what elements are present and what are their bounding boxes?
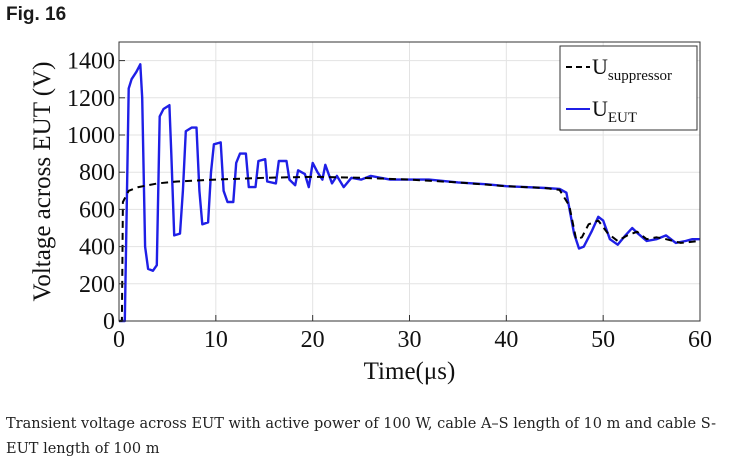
y-tick-label: 1000 (67, 123, 115, 149)
x-tick-label: 0 (113, 327, 125, 353)
x-tick-label: 30 (398, 327, 422, 353)
y-tick-label: 600 (79, 197, 115, 223)
x-tick-label: 20 (301, 327, 325, 353)
y-tick-label: 400 (79, 235, 115, 261)
y-tick-label: 1400 (67, 49, 115, 75)
y-tick-label: 0 (103, 309, 115, 335)
series-layer (119, 63, 701, 323)
x-tick-label: 50 (591, 327, 615, 353)
legend-box (559, 45, 698, 131)
y-tick-label: 1200 (67, 86, 115, 112)
figure-caption: Transient voltage across EUT with active… (6, 416, 717, 457)
series-line-eut (119, 63, 700, 323)
x-tick-label: 60 (688, 327, 712, 353)
legend-symbol-suppressor: U (592, 54, 608, 79)
tick-marks (118, 60, 701, 322)
legend: Usuppressor UEUT (559, 45, 698, 131)
legend-subscript-eut: EUT (608, 110, 637, 126)
x-tick-label: 10 (204, 327, 228, 353)
legend-entry-eut: UEUT (592, 96, 637, 126)
y-axis-label: Voltage across EUT (V) (29, 62, 56, 302)
x-tick-label: 40 (494, 327, 518, 353)
series-line-suppressor (119, 175, 701, 322)
legend-entry-suppressor: Usuppressor (592, 54, 672, 84)
x-axis-label: Time(μs) (364, 358, 456, 385)
y-tick-label: 800 (79, 160, 115, 186)
legend-subscript-suppressor: suppressor (608, 68, 672, 84)
figure-label: Fig. 16 (6, 4, 67, 25)
y-tick-label: 200 (79, 272, 115, 298)
legend-symbol-eut: U (592, 96, 608, 121)
